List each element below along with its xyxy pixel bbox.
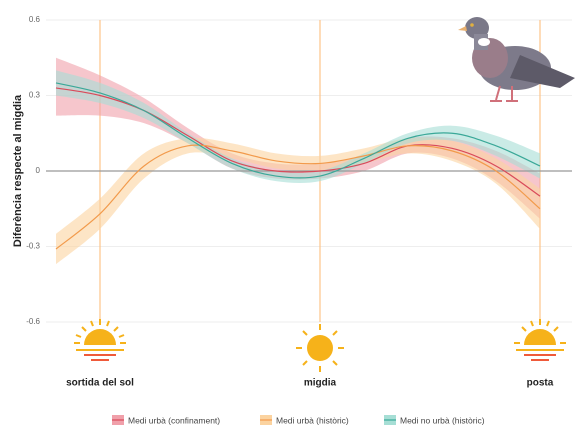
y-axis-label: Diferència respecte al migdia	[12, 94, 24, 247]
y-tick-label: -0.6	[26, 317, 40, 326]
y-tick-label: 0	[36, 166, 41, 175]
y-tick-label: -0.3	[26, 242, 40, 251]
noon-icon	[296, 324, 344, 372]
sunset-icon	[514, 319, 566, 361]
legend-label: Medi urbà (confinament)	[128, 415, 220, 425]
y-tick-label: 0.3	[29, 91, 41, 100]
legend-label: Medi no urbà (històric)	[400, 415, 485, 425]
x-tick-label: posta	[527, 378, 554, 389]
x-tick-label: migdia	[304, 378, 337, 389]
series-line	[55, 82, 541, 179]
legend-label: Medi urbà (històric)	[276, 415, 349, 425]
confidence-band	[56, 70, 540, 183]
sunrise-icon	[74, 319, 126, 361]
pigeon-illustration	[458, 17, 575, 102]
y-tick-label: 0.6	[29, 15, 41, 24]
series-line	[55, 144, 541, 250]
x-tick-label: sortida del sol	[66, 378, 134, 389]
